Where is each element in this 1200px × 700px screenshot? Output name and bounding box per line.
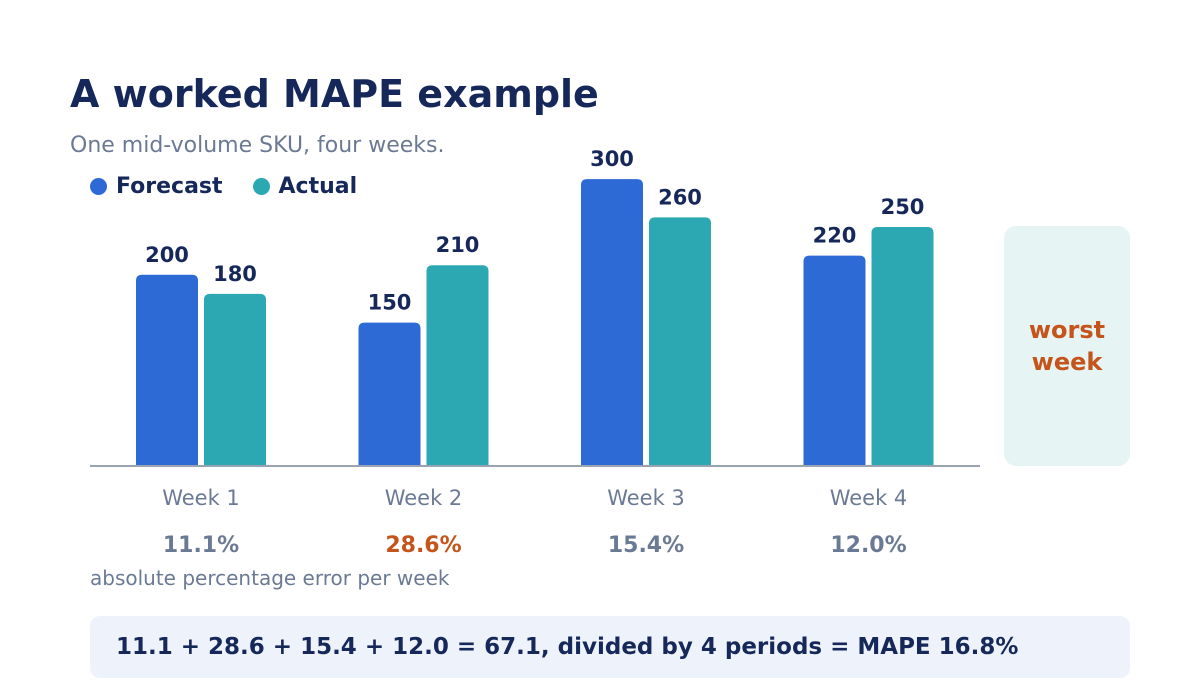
- legend-label-actual: Actual: [278, 174, 358, 199]
- bar-actual-week-2: [426, 265, 489, 466]
- bar-actual-week-1: [204, 293, 266, 466]
- data-label-forecast-week-3: 300: [590, 147, 634, 171]
- error-caption: absolute percentage error per week: [90, 566, 450, 590]
- error-value-week-3: 15.4%: [608, 533, 684, 558]
- chart-subtitle: One mid-volume SKU, four weeks.: [70, 133, 445, 158]
- data-label-forecast-week-2: 150: [368, 291, 412, 315]
- data-label-forecast-week-1: 200: [145, 243, 189, 267]
- data-label-actual-week-2: 210: [436, 233, 480, 257]
- legend-item-forecast: Forecast: [90, 174, 223, 199]
- legend-label-forecast: Forecast: [116, 174, 223, 199]
- legend-swatch-forecast: [90, 178, 107, 195]
- legend-item-actual: Actual: [252, 174, 358, 199]
- error-value-week-1: 11.1%: [163, 533, 239, 558]
- worst-week-panel: worst week: [1004, 226, 1130, 466]
- x-tick-label-week-3: Week 3: [607, 486, 685, 510]
- bar-forecast-week-2: [358, 322, 421, 466]
- worst-week-label: worst week: [1028, 316, 1106, 376]
- data-label-forecast-week-4: 220: [813, 224, 857, 248]
- mape-formula: 11.1 + 28.6 + 15.4 + 12.0 = 67.1, divide…: [116, 634, 1019, 660]
- data-label-actual-week-3: 260: [658, 185, 702, 209]
- bar-forecast-week-4: [803, 255, 866, 466]
- bar-forecast-week-1: [136, 274, 198, 466]
- x-tick-label-week-1: Week 1: [162, 486, 240, 510]
- chart-title: A worked MAPE example: [70, 72, 599, 116]
- legend-swatch-actual: [252, 178, 270, 195]
- error-value-week-2: 28.6%: [385, 533, 461, 558]
- data-label-actual-week-4: 250: [881, 195, 925, 219]
- error-value-week-4: 12.0%: [830, 533, 906, 558]
- x-tick-label-week-2: Week 2: [385, 486, 463, 510]
- data-label-actual-week-1: 180: [213, 262, 257, 286]
- bar-actual-week-3: [649, 217, 711, 466]
- formula-box: 11.1 + 28.6 + 15.4 + 12.0 = 67.1, divide…: [90, 616, 1130, 678]
- legend: Forecast Actual: [90, 174, 387, 199]
- x-tick-label-week-4: Week 4: [830, 486, 908, 510]
- bar-actual-week-4: [871, 226, 934, 466]
- bar-forecast-week-3: [581, 179, 643, 466]
